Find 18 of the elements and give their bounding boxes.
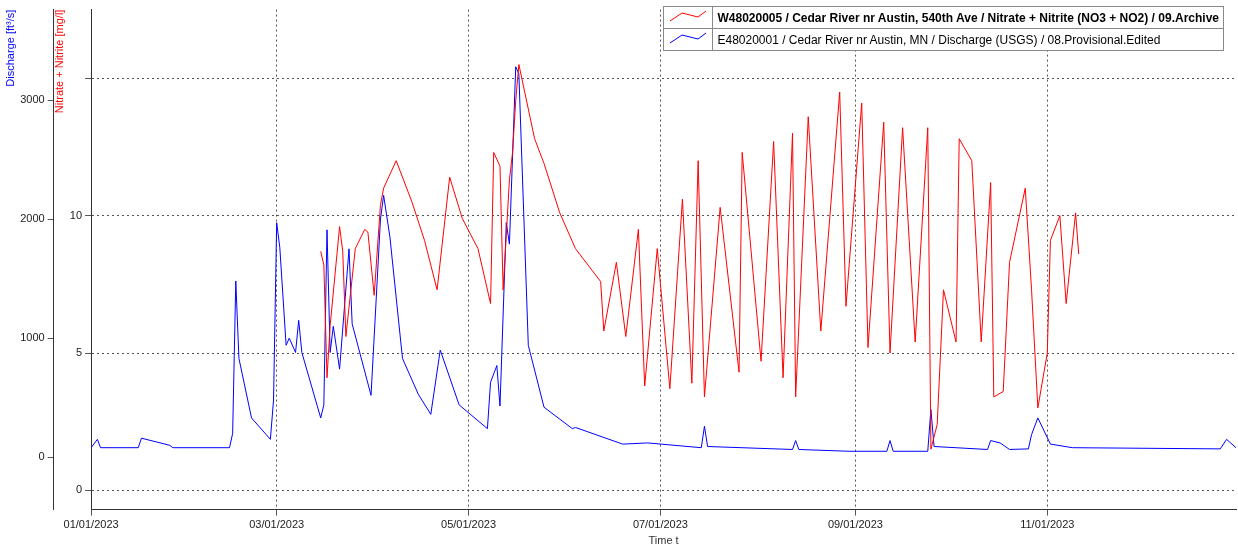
x-tick-label: 05/01/2023 — [441, 518, 497, 531]
y2-tick-label: 3000 — [20, 93, 45, 106]
x-tick-label: 01/01/2023 — [63, 518, 119, 531]
legend-label: W48020005 / Cedar River nr Austin, 540th Ave / Nitrate + Nitrite (NO3 + NO2) / 09.Archive — [712, 6, 1224, 29]
y-tick-label: 5 — [75, 346, 83, 359]
x-tick-label: 09/01/2023 — [827, 518, 883, 531]
y-tick-label: 0 — [75, 483, 83, 496]
y2-tick-label: 0 — [38, 450, 45, 463]
x-tick-label: 07/01/2023 — [632, 518, 688, 531]
x-tick-label: 11/01/2023 — [1020, 518, 1075, 531]
x-axis-title: Time t — [648, 534, 679, 547]
y-tick-label: 10 — [69, 208, 83, 221]
y-axis-title: Nitrate + Nitrite [mg/l] — [53, 9, 66, 114]
y2-tick-label: 1000 — [20, 331, 45, 344]
legend-label: E48020001 / Cedar River nr Austin, MN / Discharge (USGS) / 08.Provisional.Edited — [712, 28, 1224, 51]
y2-axis-title: Discharge [ft³/s] — [3, 9, 16, 87]
x-tick-label: 03/01/2023 — [249, 518, 305, 531]
y2-tick-label: 2000 — [20, 212, 45, 225]
